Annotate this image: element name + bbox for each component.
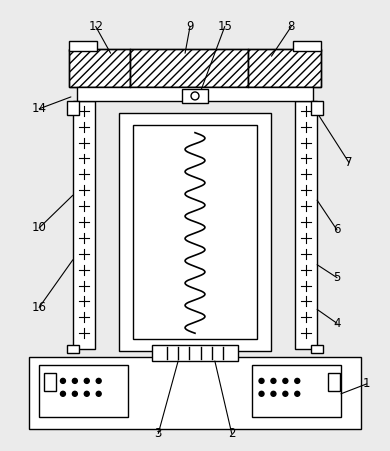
Circle shape: [259, 391, 264, 396]
Circle shape: [96, 378, 101, 383]
Bar: [311, 345, 323, 353]
Text: 14: 14: [32, 102, 47, 115]
Bar: [44, 373, 56, 391]
Bar: [182, 89, 208, 103]
Circle shape: [96, 391, 101, 396]
Text: 10: 10: [32, 221, 46, 235]
Text: 8: 8: [287, 20, 295, 33]
Bar: [39, 365, 128, 417]
Text: 15: 15: [217, 20, 232, 33]
Circle shape: [295, 378, 300, 383]
Text: 4: 4: [333, 317, 341, 330]
Circle shape: [283, 378, 288, 383]
Bar: [69, 49, 321, 87]
Text: 16: 16: [32, 301, 47, 314]
Bar: [29, 357, 361, 428]
Circle shape: [73, 391, 77, 396]
Text: 2: 2: [228, 427, 236, 440]
Text: 1: 1: [363, 377, 370, 391]
Circle shape: [271, 391, 276, 396]
Circle shape: [271, 378, 276, 383]
Text: 6: 6: [333, 223, 341, 236]
Bar: [252, 365, 341, 417]
Bar: [67, 345, 79, 353]
Bar: [67, 101, 79, 115]
Text: 7: 7: [345, 156, 353, 169]
Circle shape: [295, 391, 300, 396]
Bar: [77, 87, 313, 101]
Circle shape: [60, 391, 66, 396]
Circle shape: [84, 378, 89, 383]
Bar: [69, 41, 97, 51]
Circle shape: [84, 391, 89, 396]
Text: 3: 3: [154, 427, 162, 440]
Bar: [69, 49, 131, 87]
Bar: [328, 373, 340, 391]
Bar: [295, 101, 317, 349]
Circle shape: [60, 378, 66, 383]
Bar: [293, 41, 321, 51]
Text: 12: 12: [88, 20, 103, 33]
Bar: [248, 49, 321, 87]
Text: 9: 9: [186, 20, 194, 33]
Bar: [152, 345, 238, 361]
Text: 5: 5: [333, 271, 341, 284]
Bar: [119, 113, 271, 351]
Bar: [131, 49, 248, 87]
Circle shape: [73, 378, 77, 383]
Bar: [73, 101, 95, 349]
Bar: [133, 125, 257, 339]
Bar: [311, 101, 323, 115]
Circle shape: [259, 378, 264, 383]
Circle shape: [283, 391, 288, 396]
Circle shape: [191, 92, 199, 100]
